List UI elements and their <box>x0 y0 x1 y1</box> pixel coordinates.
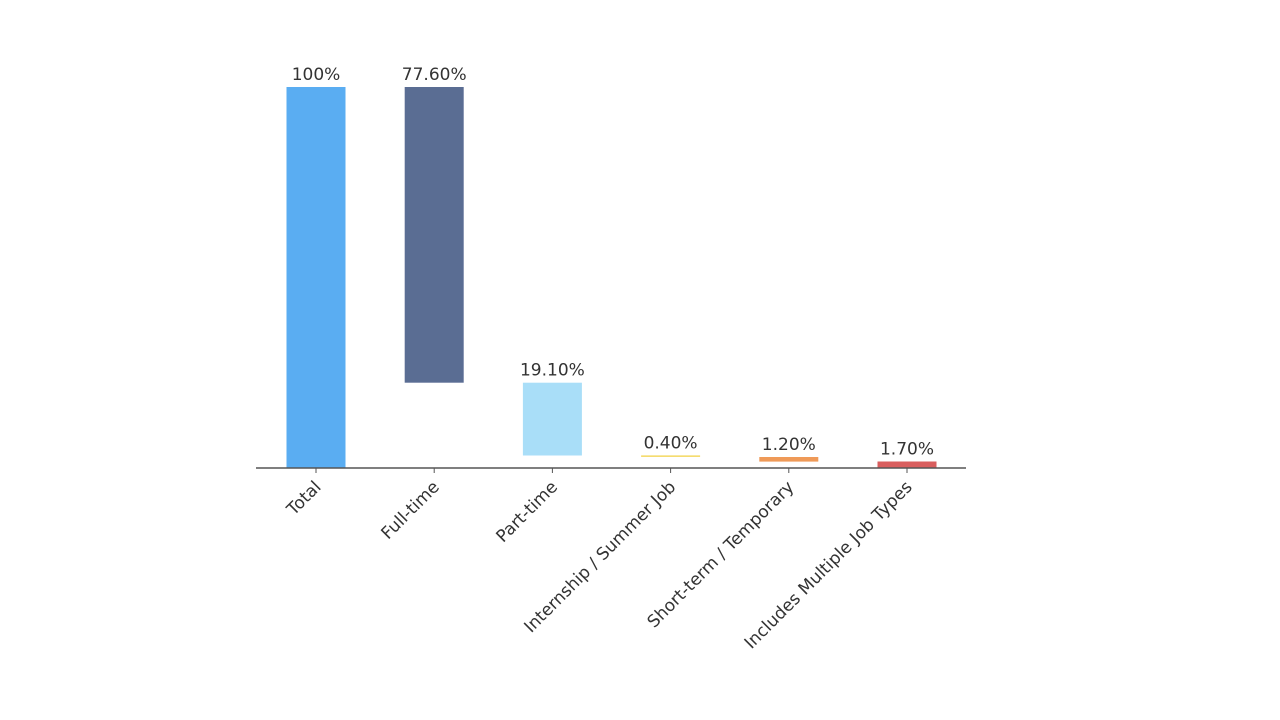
value-label-short-term-temporary: 1.20% <box>762 435 816 455</box>
x-axis-ticks <box>315 468 908 473</box>
value-labels: 100% 77.60% 19.10% 0.40% 1.20% 1.70% <box>292 65 934 460</box>
bar-internship-summer-job <box>641 455 701 457</box>
bar-total <box>286 87 346 468</box>
bar-includes-multiple-job-types <box>877 461 937 468</box>
bars-layer <box>286 87 937 468</box>
value-label-full-time: 77.60% <box>402 65 467 85</box>
value-label-includes-multiple-job-types: 1.70% <box>880 440 934 460</box>
value-label-part-time: 19.10% <box>520 361 585 381</box>
category-label-part-time: Part-time <box>493 477 562 546</box>
bar-full-time <box>404 87 464 383</box>
value-label-total: 100% <box>292 65 341 85</box>
category-label-total: Total <box>283 477 326 520</box>
bar-short-term-temporary <box>759 457 819 462</box>
bar-part-time <box>522 382 582 456</box>
category-label-full-time: Full-time <box>378 477 444 543</box>
value-label-internship-summer-job: 0.40% <box>644 433 698 453</box>
